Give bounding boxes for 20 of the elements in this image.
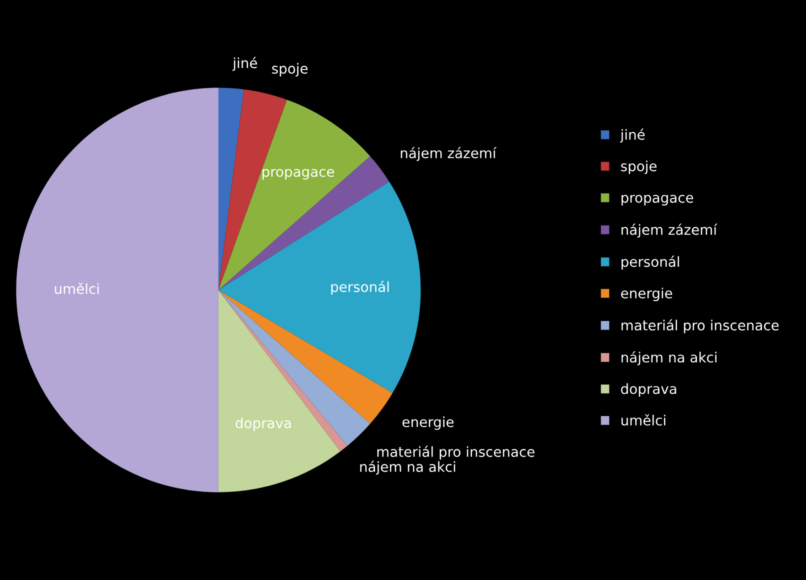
- slice-label: spoje: [272, 63, 308, 76]
- slice-label: energie: [402, 416, 454, 430]
- legend-label: doprava: [621, 383, 676, 397]
- slice-label: jiné: [232, 56, 257, 71]
- legend-label: energie: [621, 288, 672, 302]
- slice-label: propagace: [262, 168, 334, 180]
- slice-label: personál: [331, 280, 389, 295]
- legend-label: umělci: [622, 414, 666, 426]
- legend-label: propagace: [622, 194, 694, 206]
- slice-label: nájem na akci: [360, 460, 456, 475]
- slice-label: materiál pro inscenace: [377, 446, 534, 460]
- legend-label: personál: [622, 256, 679, 270]
- legend-label: nájem zázemí: [622, 224, 718, 238]
- slice-label: nájem zázemí: [400, 146, 497, 161]
- slice-label: doprava: [236, 418, 291, 431]
- legend-label: jiné: [620, 128, 645, 143]
- legend-label: materiál pro inscenace: [622, 319, 779, 334]
- slice-label: umělci: [54, 282, 99, 294]
- legend-label: spoje: [621, 160, 657, 174]
- legend-label: nájem na akci: [622, 351, 716, 366]
